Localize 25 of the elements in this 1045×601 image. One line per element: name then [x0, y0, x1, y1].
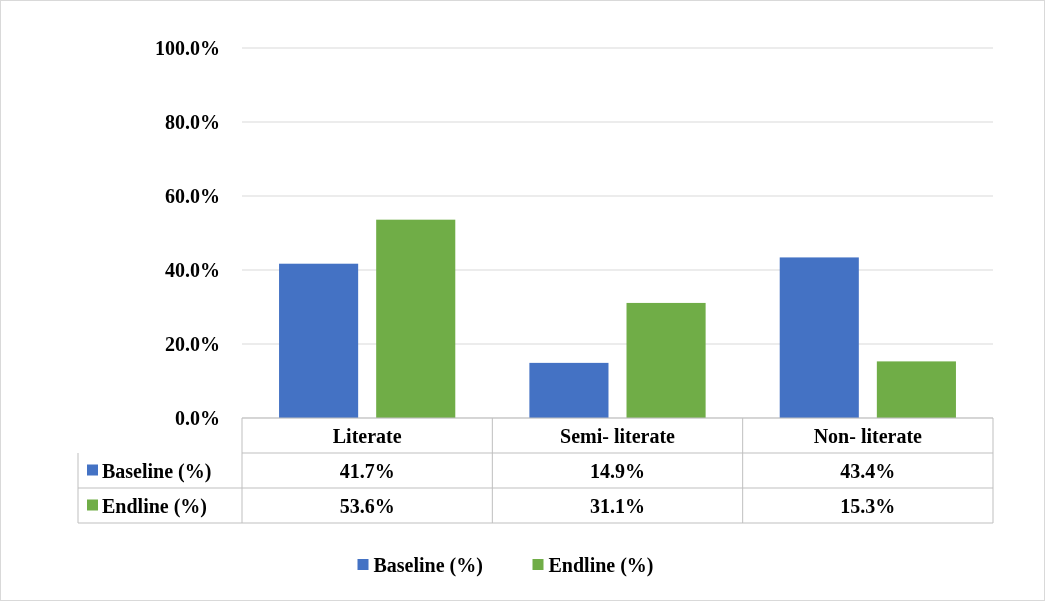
legend-label: Baseline (%) — [102, 459, 212, 483]
y-tick-label: 80.0% — [165, 111, 220, 133]
x-tick-label: Literate — [332, 424, 402, 447]
y-tick-label: 0.0% — [175, 407, 220, 429]
bar — [626, 302, 706, 418]
bar — [779, 257, 859, 418]
x-tick-label: Semi- literate — [560, 424, 676, 447]
y-tick-label: 60.0% — [165, 185, 220, 207]
legend-label: Endline (%) — [548, 554, 654, 577]
bar — [376, 219, 456, 418]
data-label: 43.4% — [840, 459, 896, 482]
data-label: 15.3% — [840, 494, 896, 517]
y-tick-label: 40.0% — [165, 259, 220, 281]
data-label: 53.6% — [339, 494, 395, 517]
x-tick-label: Non- literate — [813, 424, 923, 447]
bar — [279, 263, 359, 418]
text: Endline (%) — [102, 494, 208, 517]
bar — [876, 361, 956, 418]
data-label: 31.1% — [590, 494, 645, 517]
data-label: 14.9% — [590, 459, 645, 482]
data-label: 41.7% — [339, 459, 395, 482]
y-tick-label: 20.0% — [165, 333, 220, 355]
y-tick-label: 100.0% — [155, 37, 220, 59]
text: Baseline (%) — [373, 554, 483, 576]
bar — [529, 362, 609, 418]
